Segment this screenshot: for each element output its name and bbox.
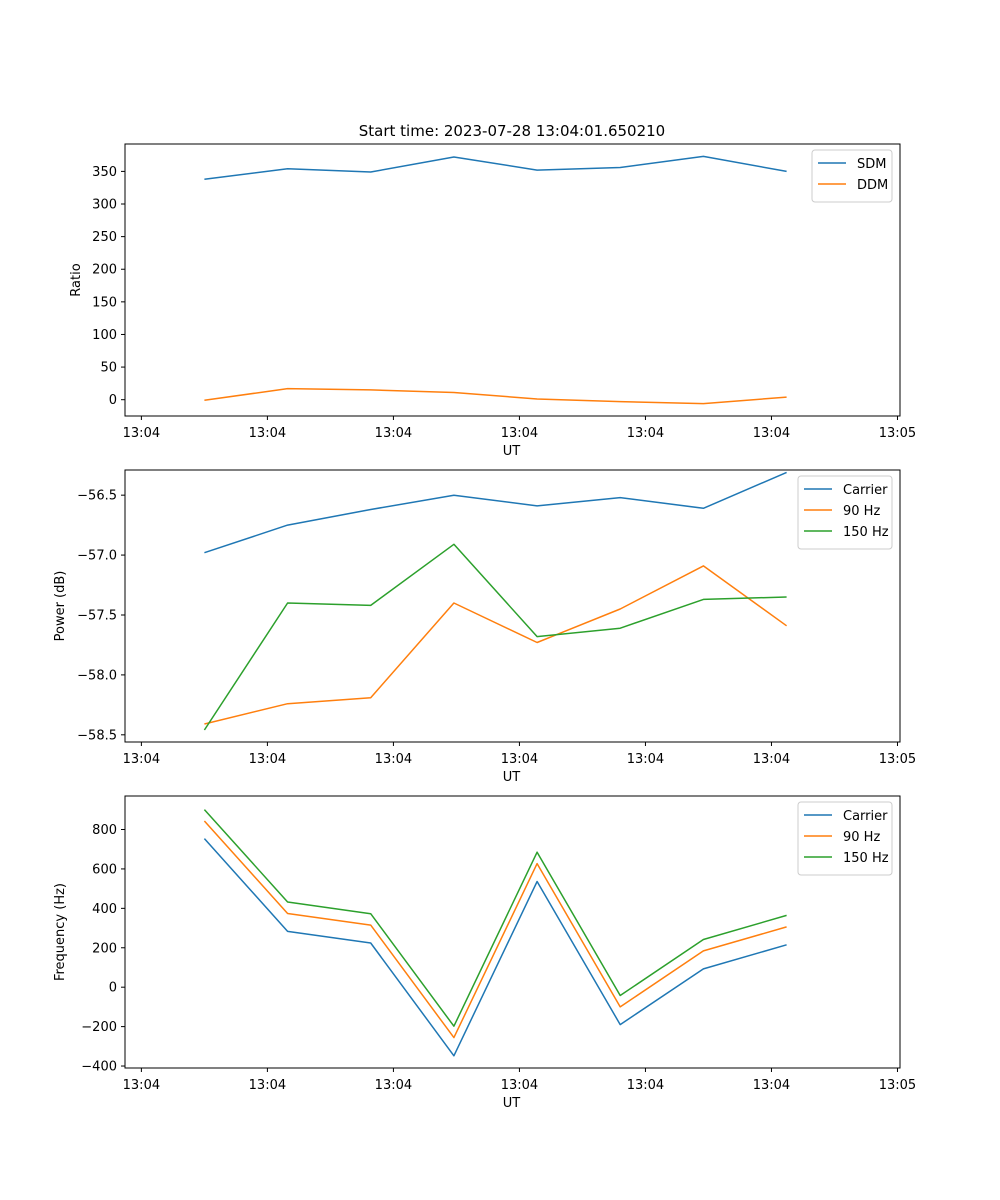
legend-label: Carrier (843, 809, 888, 824)
y-tick-label: −56.5 (77, 489, 117, 504)
y-tick-label: −57.0 (77, 549, 117, 564)
y-tick-label: −58.5 (77, 728, 117, 743)
x-tick-label: 13:05 (879, 752, 916, 767)
plot-1: 13:04 13:04 13:04 13:04 13:04 13:04 13:05 0 50 10… (69, 143, 916, 459)
x-tick-label: 13:04 (249, 752, 286, 767)
x-tick-label: 13:04 (753, 426, 790, 441)
x-tick-label: 13:04 (375, 426, 412, 441)
series-line-90-hz (203, 820, 787, 1039)
series-line-ddm (204, 387, 787, 405)
series-line-150-hz (203, 809, 787, 1027)
y-tick-label: 100 (92, 328, 117, 343)
x-tick-label: 13:04 (375, 1078, 412, 1093)
x-tick-label: 13:04 (249, 426, 286, 441)
axes-frame (124, 795, 901, 1069)
x-tick-label: 13:05 (879, 426, 916, 441)
legend-label: 90 Hz (843, 830, 880, 845)
x-axis-label: UT (503, 770, 521, 785)
axes-frame (124, 143, 901, 417)
legend-label: 150 Hz (843, 525, 889, 540)
y-tick-label: 150 (92, 295, 117, 310)
y-tick-label: 0 (109, 393, 117, 408)
y-tick-label: 800 (92, 823, 117, 838)
legend-label: SDM (857, 157, 886, 172)
y-tick-label: 350 (92, 165, 117, 180)
y-tick-label: 300 (92, 198, 117, 213)
x-tick-label: 13:04 (627, 752, 664, 767)
x-tick-label: 13:04 (123, 1078, 160, 1093)
y-tick-label: −57.5 (77, 608, 117, 623)
x-tick-label: 13:04 (501, 752, 538, 767)
x-tick-label: 13:04 (501, 426, 538, 441)
legend-label: 90 Hz (843, 504, 880, 519)
series-line-90-hz (204, 565, 788, 725)
y-tick-label: −400 (81, 1060, 117, 1075)
plot-3: 13:04 13:04 13:04 13:04 13:04 13:04 13:05 −400 −… (53, 795, 916, 1111)
x-tick-label: 13:04 (123, 426, 160, 441)
legend-label: DDM (857, 178, 888, 193)
x-tick-label: 13:04 (501, 1078, 538, 1093)
y-tick-label: 0 (109, 981, 117, 996)
x-tick-label: 13:04 (249, 1078, 286, 1093)
legend: SDM DDM (811, 149, 893, 203)
series-line-150-hz (203, 543, 787, 731)
y-axis-label: Frequency (Hz) (53, 883, 68, 981)
y-tick-label: 600 (92, 862, 117, 877)
y-tick-label: 200 (92, 941, 117, 956)
y-tick-label: −200 (81, 1020, 117, 1035)
figure-title: Start time: 2023-07-28 13:04:01.650210 (359, 122, 665, 140)
x-tick-label: 13:04 (753, 1078, 790, 1093)
y-tick-label: 50 (100, 361, 117, 376)
x-tick-label: 13:04 (375, 752, 412, 767)
y-tick-label: −58.0 (77, 668, 117, 683)
x-tick-label: 13:04 (627, 1078, 664, 1093)
x-tick-label: 13:04 (753, 752, 790, 767)
y-tick-label: 400 (92, 902, 117, 917)
y-axis-label: Ratio (69, 263, 84, 296)
legend-label: Carrier (843, 483, 888, 498)
axes-frame (124, 469, 901, 743)
plot-2: 13:04 13:04 13:04 13:04 13:04 13:04 13:05 −58.5… (53, 469, 916, 785)
x-tick-label: 13:04 (123, 752, 160, 767)
series-line-sdm (204, 155, 787, 180)
legend-label: 150 Hz (843, 851, 889, 866)
y-axis-label: Power (dB) (53, 571, 68, 642)
series-line-carrier (204, 471, 787, 554)
legend: Carrier 90 Hz 150 Hz (797, 475, 893, 550)
x-axis-label: UT (503, 1096, 521, 1111)
y-tick-label: 200 (92, 263, 117, 278)
y-tick-label: 250 (92, 230, 117, 245)
series-line-carrier (203, 838, 787, 1057)
legend: Carrier 90 Hz 150 Hz (797, 801, 893, 876)
x-tick-label: 13:05 (879, 1078, 916, 1093)
x-tick-label: 13:04 (627, 426, 664, 441)
x-axis-label: UT (503, 444, 521, 459)
